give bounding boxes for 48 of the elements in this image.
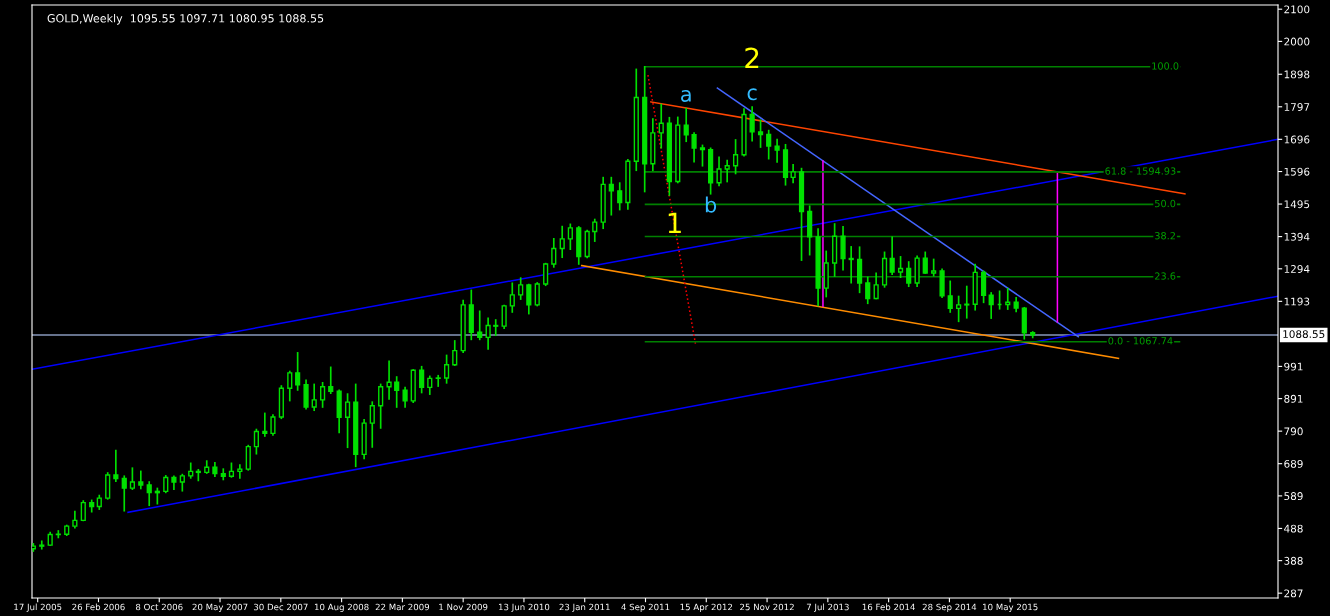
x-tick-label: 7 Jul 2013	[806, 603, 849, 612]
annotation: c	[747, 88, 757, 101]
y-tick-label: 589	[1284, 492, 1303, 500]
annotation: 61.8 - 1594.93	[1105, 167, 1176, 175]
y-tick-label: 1495	[1284, 200, 1310, 209]
annotation: 2	[745, 47, 759, 68]
ref-line-label: 1088.55	[1283, 330, 1325, 339]
x-tick-label: 1 Nov 2009	[439, 603, 488, 611]
y-tick-label: 1898	[1284, 70, 1310, 79]
y-tick-label: 1696	[1284, 135, 1310, 144]
x-tick-label: 20 May 2007	[192, 603, 248, 612]
y-tick-label: 1797	[1284, 103, 1310, 111]
annotation: 38.2	[1155, 232, 1175, 240]
x-tick-label: 30 Dec 2007	[253, 603, 308, 611]
y-tick-label: 2000	[1284, 37, 1310, 46]
x-tick-label: 4 Sep 2011	[621, 603, 670, 612]
x-tick-label: 17 Jul 2005	[14, 603, 62, 612]
x-tick-label: 10 May 2015	[983, 603, 1038, 612]
annotation: 100.0	[1152, 62, 1179, 70]
annotation: 0.0 - 1067.74	[1108, 337, 1173, 345]
x-tick-label: 23 Jan 2011	[559, 603, 610, 612]
y-tick-label: 287	[1284, 589, 1303, 598]
annotation: 1	[668, 212, 681, 233]
annotation: 50.0	[1155, 199, 1176, 208]
y-tick-label: 1394	[1284, 232, 1310, 241]
y-tick-label: 689	[1284, 459, 1303, 468]
y-tick-label: 790	[1284, 427, 1303, 436]
x-tick-label: 16 Feb 2014	[862, 603, 915, 611]
annotation: b	[705, 196, 717, 213]
x-tick-label: 26 Feb 2006	[72, 603, 125, 611]
x-tick-label: 22 Mar 2009	[375, 603, 430, 611]
annotation: 23.6	[1155, 272, 1176, 280]
x-tick-label: 8 Oct 2006	[135, 603, 183, 611]
x-tick-label: 15 Apr 2012	[680, 603, 733, 612]
x-tick-label: 13 Jun 2010	[498, 603, 550, 612]
y-tick-label: 891	[1284, 394, 1303, 403]
y-tick-label: 991	[1284, 362, 1303, 371]
x-tick-label: 28 Sep 2014	[922, 603, 977, 612]
y-tick-label: 1294	[1284, 265, 1310, 273]
y-tick-label: 1193	[1284, 297, 1310, 306]
text: GOLD,Weekly 1095.55 1097.71 1080.95 1088.55	[47, 13, 324, 25]
y-tick-label: 1596	[1284, 167, 1310, 176]
annotation: a	[681, 89, 691, 102]
y-tick-label: 2100	[1284, 5, 1310, 14]
x-tick-label: 10 Aug 2008	[314, 603, 369, 612]
y-tick-label: 488	[1284, 524, 1303, 533]
x-tick-label: 25 Nov 2012	[740, 603, 794, 611]
y-tick-label: 388	[1284, 556, 1303, 565]
